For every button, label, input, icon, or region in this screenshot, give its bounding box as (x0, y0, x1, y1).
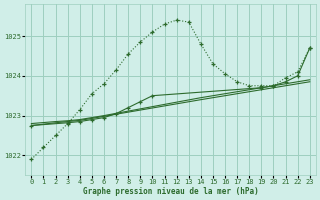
X-axis label: Graphe pression niveau de la mer (hPa): Graphe pression niveau de la mer (hPa) (83, 187, 259, 196)
